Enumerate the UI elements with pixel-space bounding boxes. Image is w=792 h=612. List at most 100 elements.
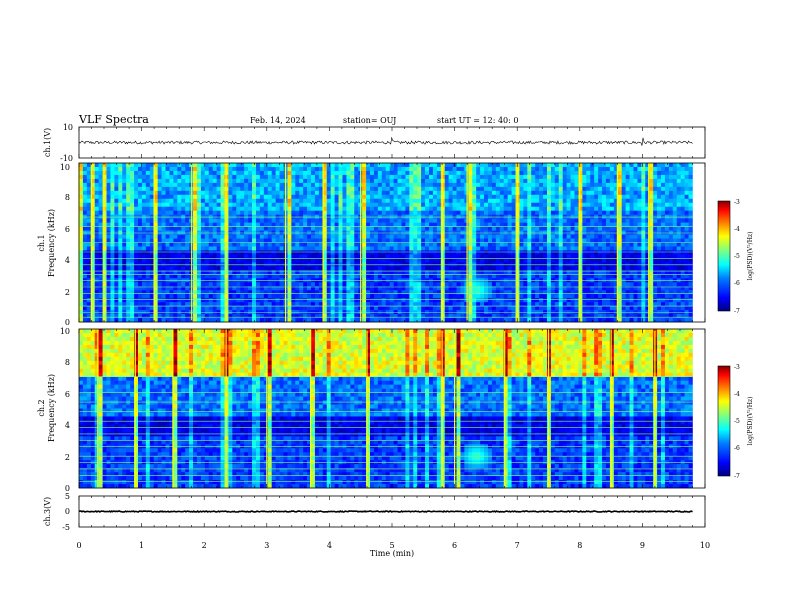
spectrogram-cell <box>248 290 253 295</box>
spectrogram-cell <box>487 274 493 279</box>
spectrogram-cell <box>216 294 221 299</box>
spectrogram-cell <box>334 163 339 168</box>
spectrogram-cell <box>157 282 162 287</box>
spectrogram-cell <box>370 314 375 319</box>
spectrogram-cell <box>350 258 355 263</box>
spectrogram-cell <box>444 242 449 247</box>
spectrogram-cell <box>153 250 158 255</box>
spectrogram-cell <box>216 182 221 188</box>
spectrogram-cell <box>169 294 174 299</box>
spectrogram-cell <box>350 266 355 271</box>
spectrogram-cell <box>334 258 339 263</box>
spectrogram-cell <box>527 254 532 259</box>
spectrogram-cell <box>338 206 343 211</box>
spectrogram-cell <box>279 186 284 192</box>
spectrogram-cell <box>409 246 414 251</box>
spectrogram-cell <box>141 234 147 239</box>
spectrogram-cell <box>193 194 198 200</box>
spectrogram-cell <box>432 306 438 311</box>
spectrogram-cell <box>334 242 339 247</box>
spectrogram-cell <box>157 186 162 192</box>
spectrogram-cell <box>421 202 426 208</box>
spectrogram-cell <box>193 258 198 263</box>
spectrogram-cell <box>255 274 261 279</box>
spectrogram-cell <box>130 246 135 251</box>
spectrogram-cell <box>373 234 379 239</box>
spectrogram-cell <box>511 186 516 192</box>
spectrogram-cell <box>487 246 493 251</box>
spectrogram-cell <box>440 290 446 295</box>
spectrogram-cell <box>385 198 390 204</box>
spectrogram-cell <box>491 290 497 295</box>
spectrogram-cell <box>161 282 166 287</box>
spectrogram-cell <box>491 210 497 215</box>
spectrogram-cell <box>342 178 347 184</box>
spectrogram-cell <box>204 170 210 176</box>
spectrogram-cell <box>377 198 383 204</box>
spectrogram-cell <box>401 258 406 263</box>
spectrogram-cell <box>228 266 233 271</box>
spectrogram-cell <box>208 318 213 323</box>
spectrogram-cell <box>429 286 434 291</box>
spectrogram-cell <box>507 266 512 271</box>
spectrogram-cell <box>507 186 512 192</box>
spectrogram-cell <box>126 206 131 211</box>
spectrogram-cell <box>181 186 186 192</box>
spectrogram-cell <box>240 314 245 319</box>
spectrogram-cell <box>220 222 225 227</box>
spectrogram-cell <box>255 202 261 208</box>
spectrogram-cell <box>173 178 178 184</box>
spectrogram-cell <box>287 286 292 291</box>
spectrogram-cell <box>385 298 390 303</box>
spectrogram-cell <box>161 190 166 196</box>
spectrogram-cell <box>126 190 131 196</box>
spectrogram-cell <box>94 274 99 279</box>
spectrogram-cell <box>373 226 379 231</box>
spectrogram-cell <box>432 222 438 227</box>
spectrogram-cell <box>122 306 127 311</box>
spectrogram-cell <box>90 246 96 251</box>
spectrogram-cell <box>405 218 410 223</box>
spectrogram-cell <box>314 302 320 307</box>
spectrogram-cell <box>90 254 96 259</box>
spectrogram-cell <box>401 166 406 172</box>
spectrogram-cell <box>204 178 210 184</box>
spectrogram-cell <box>220 282 225 287</box>
spectrogram-cell <box>106 218 111 223</box>
spectrogram-cell <box>287 182 292 188</box>
spectrogram-cell <box>259 166 265 172</box>
spectrogram-cell <box>429 294 434 299</box>
spectrogram-cell <box>204 254 210 259</box>
spectrogram-cell <box>354 238 359 243</box>
spectrogram-cell <box>476 250 481 255</box>
spectrogram-cell <box>370 174 375 180</box>
spectrogram-cell <box>299 170 304 176</box>
spectrogram-cell <box>267 178 272 184</box>
spectrogram-cell <box>318 190 324 196</box>
spectrogram-cell <box>287 202 292 208</box>
spectrogram-cell <box>413 210 418 215</box>
spectrogram-cell <box>338 182 343 188</box>
spectrogram-cell <box>153 282 158 287</box>
spectrogram-cell <box>499 246 505 251</box>
spectrogram-cell <box>476 318 481 323</box>
spectrogram-cell <box>366 222 371 227</box>
spectrogram-cell <box>275 202 280 208</box>
spectrogram-cell <box>452 186 457 192</box>
spectrogram-cell <box>122 238 127 243</box>
spectrogram-cell <box>322 163 328 168</box>
spectrogram-cell <box>460 182 465 188</box>
spectrogram-cell <box>216 282 221 287</box>
spectrogram-cell <box>503 294 508 299</box>
spectrogram-cell <box>212 302 217 307</box>
spectrogram-cell <box>413 246 418 251</box>
spectrogram-cell <box>539 194 544 200</box>
spectrogram-cell <box>413 254 418 259</box>
spectrogram-cell <box>366 266 371 271</box>
spectrogram-cell <box>122 194 127 200</box>
spectrogram-cell <box>181 222 186 227</box>
spectrogram-cell <box>314 163 320 168</box>
spectrogram-cell <box>397 238 402 243</box>
spectrogram-cell <box>137 238 143 243</box>
spectrogram-cell <box>452 302 457 307</box>
